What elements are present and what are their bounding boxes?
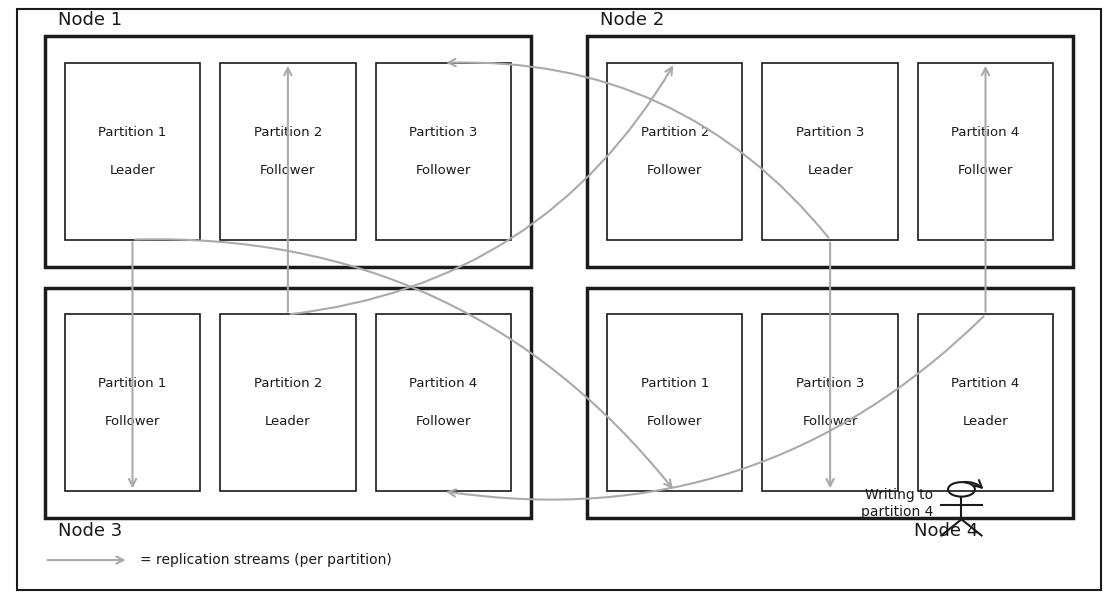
Text: Partition 3: Partition 3 <box>796 377 864 390</box>
Text: Leader: Leader <box>963 416 1008 428</box>
Text: Partition 4: Partition 4 <box>951 126 1020 138</box>
Bar <box>607 63 742 240</box>
Bar <box>376 314 511 491</box>
Bar <box>45 288 531 518</box>
Bar <box>607 314 742 491</box>
Bar <box>65 314 200 491</box>
Text: Partition 4: Partition 4 <box>951 377 1020 390</box>
Bar <box>45 36 531 267</box>
Text: Node 2: Node 2 <box>600 11 664 29</box>
Text: Partition 1: Partition 1 <box>98 377 167 390</box>
Text: Leader: Leader <box>807 164 853 177</box>
Text: Partition 1: Partition 1 <box>98 126 167 138</box>
Text: Partition 3: Partition 3 <box>409 126 477 138</box>
Bar <box>918 63 1053 240</box>
Bar <box>587 36 1073 267</box>
Bar <box>762 314 898 491</box>
Text: Partition 1: Partition 1 <box>641 377 709 390</box>
Text: Leader: Leader <box>265 416 311 428</box>
Text: Partition 3: Partition 3 <box>796 126 864 138</box>
Text: Follower: Follower <box>647 164 702 177</box>
Text: partition 4: partition 4 <box>861 504 934 519</box>
Bar <box>220 63 356 240</box>
Text: Partition 2: Partition 2 <box>254 126 322 138</box>
Bar <box>762 63 898 240</box>
Bar <box>376 63 511 240</box>
Text: Follower: Follower <box>647 416 702 428</box>
Text: Follower: Follower <box>958 164 1013 177</box>
Text: Partition 4: Partition 4 <box>409 377 477 390</box>
Bar <box>220 314 356 491</box>
Text: = replication streams (per partition): = replication streams (per partition) <box>140 553 391 567</box>
Text: Node 1: Node 1 <box>58 11 122 29</box>
Bar <box>587 288 1073 518</box>
Text: Partition 2: Partition 2 <box>254 377 322 390</box>
Text: Follower: Follower <box>416 416 471 428</box>
Text: Writing to: Writing to <box>865 488 934 503</box>
Text: Follower: Follower <box>803 416 858 428</box>
Bar <box>65 63 200 240</box>
Text: Leader: Leader <box>110 164 155 177</box>
Text: Follower: Follower <box>416 164 471 177</box>
Text: Node 4: Node 4 <box>915 522 978 540</box>
Text: Follower: Follower <box>105 416 160 428</box>
Bar <box>918 314 1053 491</box>
Text: Follower: Follower <box>260 164 315 177</box>
Text: Node 3: Node 3 <box>58 522 122 540</box>
Text: Partition 2: Partition 2 <box>641 126 709 138</box>
